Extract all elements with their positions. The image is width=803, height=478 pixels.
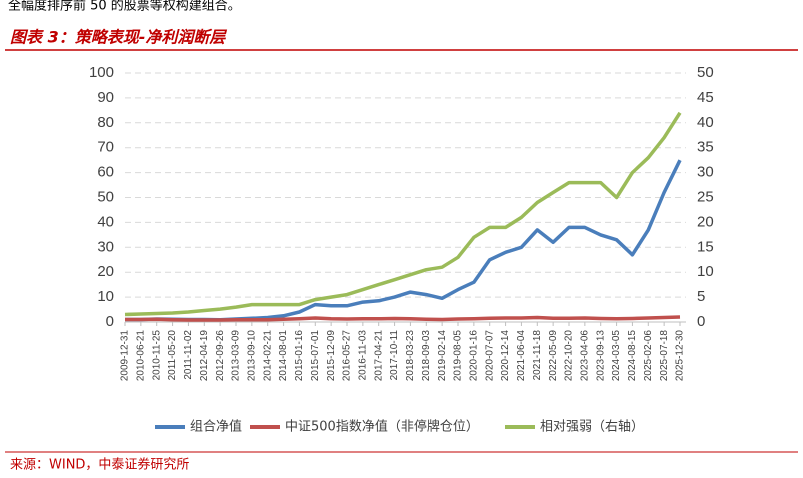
x-tick-label: 2011-11-02 — [183, 330, 194, 380]
y-tick-label: 30 — [97, 238, 114, 255]
y2-tick-label: 5 — [697, 288, 705, 305]
y-tick-label: 0 — [106, 313, 114, 330]
x-tick-label: 2019-08-05 — [453, 330, 464, 382]
y2-tick-label: 0 — [697, 313, 705, 330]
figure-title: 图表 3：策略表现-净利润断层 — [10, 28, 227, 47]
x-tick-label: 2010-11-25 — [151, 330, 162, 381]
x-tick-label: 2014-02-21 — [262, 330, 273, 382]
series-line — [125, 315, 681, 322]
x-tick-label: 2012-09-26 — [215, 330, 226, 382]
x-tick-label: 2022-10-20 — [564, 330, 575, 382]
x-tick-label: 2025-02-06 — [643, 330, 654, 382]
x-tick-label: 2020-12-14 — [500, 330, 511, 382]
x-tick-label: 2015-12-09 — [326, 330, 337, 382]
x-tick-label: 2021-06-04 — [516, 330, 527, 382]
x-tick-label: 2023-09-13 — [595, 330, 606, 382]
x-tick-label: 2017-04-21 — [373, 330, 384, 382]
y2-tick-label: 40 — [697, 114, 714, 131]
y-tick-label: 60 — [97, 164, 114, 181]
x-tick-label: 2025-12-30 — [675, 330, 686, 382]
source: 来源：WIND，中泰证券研究所 — [10, 457, 189, 473]
x-tick-label: 2018-09-03 — [421, 330, 432, 382]
x-tick-label: 2022-05-09 — [548, 330, 559, 382]
x-tick-label: 2009-12-31 — [120, 330, 131, 382]
x-tick-label: 2015-07-01 — [310, 330, 321, 382]
x-tick-label: 2017-10-11 — [389, 330, 400, 381]
x-tick-label: 2010-06-21 — [135, 330, 146, 382]
y-tick-label: 100 — [89, 64, 114, 81]
intro-text: 全幅度排序前 50 的股票等权构建组合。 — [8, 0, 241, 14]
y-tick-label: 40 — [97, 213, 114, 230]
x-tick-label: 2013-09-10 — [246, 330, 257, 382]
y2-tick-label: 15 — [697, 238, 714, 255]
x-tick-label: 2021-11-18 — [532, 330, 543, 381]
y2-tick-label: 20 — [697, 213, 714, 230]
x-tick-label: 2013-03-09 — [231, 330, 242, 382]
x-tick-label: 2012-04-19 — [199, 330, 210, 382]
legend-label: 组合净值 — [190, 419, 242, 435]
y-tick-label: 50 — [97, 188, 114, 205]
x-tick-label: 2024-08-15 — [627, 330, 638, 382]
x-tick-label: 2023-04-06 — [579, 330, 590, 382]
y2-tick-label: 50 — [697, 64, 714, 81]
x-tick-label: 2011-05-20 — [167, 330, 178, 381]
y2-tick-label: 35 — [697, 139, 714, 156]
y2-tick-label: 25 — [697, 188, 714, 205]
x-tick-label: 2014-08-01 — [278, 330, 289, 382]
x-tick-label: 2025-07-18 — [659, 330, 670, 382]
legend-label: 中证500指数净值（非停牌仓位） — [285, 419, 479, 435]
x-tick-label: 2024-03-05 — [611, 330, 622, 382]
x-tick-label: 2015-01-16 — [294, 330, 305, 382]
x-tick-label: 2020-07-07 — [484, 330, 495, 382]
series-line — [124, 111, 682, 317]
x-tick-label: 2019-02-14 — [437, 330, 448, 382]
x-tick-label: 2018-03-23 — [405, 330, 416, 382]
y-tick-label: 80 — [97, 114, 114, 131]
x-tick-label: 2020-01-16 — [468, 330, 479, 382]
y2-tick-label: 10 — [697, 263, 714, 280]
x-tick-label: 2016-05-27 — [342, 330, 353, 382]
y-tick-label: 20 — [97, 263, 114, 280]
x-tick-label: 2016-11-03 — [357, 330, 368, 381]
y-tick-label: 70 — [97, 139, 114, 156]
y-tick-label: 90 — [97, 89, 114, 106]
legend-label: 相对强弱（右轴） — [540, 420, 644, 435]
y-tick-label: 10 — [97, 288, 114, 305]
y2-tick-label: 45 — [697, 89, 714, 106]
y2-tick-label: 30 — [697, 164, 714, 181]
